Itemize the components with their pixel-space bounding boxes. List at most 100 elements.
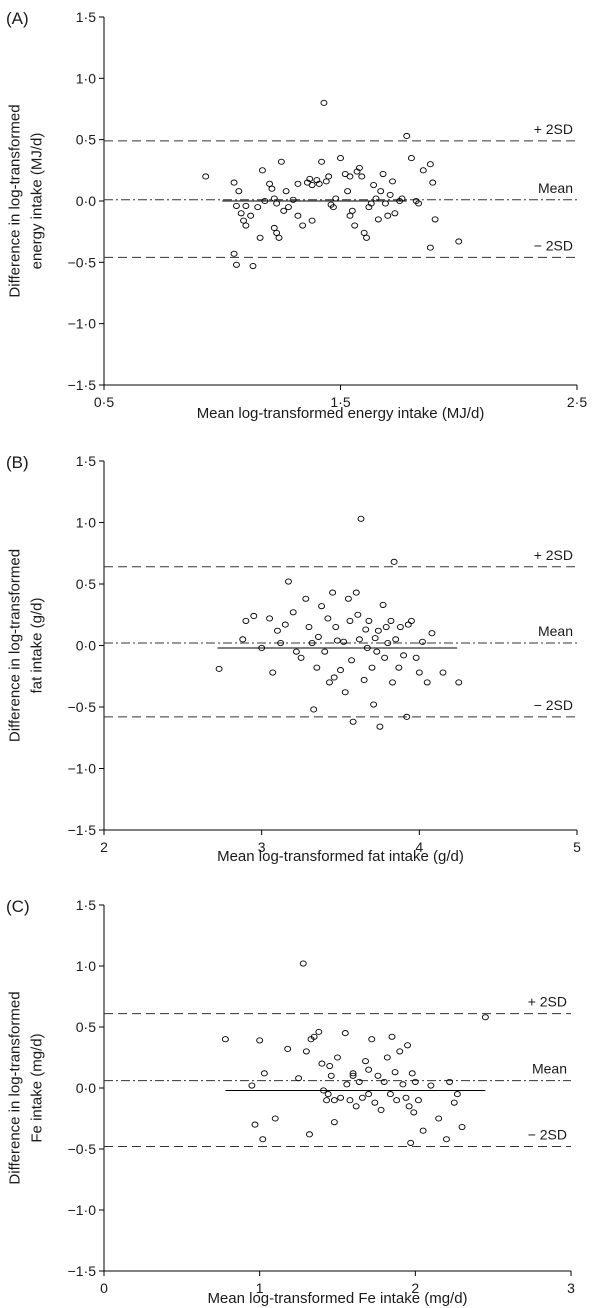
reference-line-label: Mean	[538, 623, 573, 639]
data-point	[415, 669, 423, 676]
data-point	[261, 197, 269, 205]
data-point	[415, 200, 422, 207]
data-point	[346, 173, 354, 180]
data-point	[344, 188, 352, 195]
data-point	[294, 180, 302, 187]
data-point	[408, 155, 415, 162]
data-point	[400, 652, 408, 659]
data-point	[435, 1115, 443, 1122]
data-point	[337, 1094, 345, 1101]
data-point	[258, 644, 266, 652]
data-point	[202, 173, 210, 180]
data-point	[386, 1091, 394, 1098]
data-point	[380, 1078, 388, 1085]
x-tick-label: 3	[567, 1280, 575, 1296]
data-point	[277, 639, 285, 647]
data-point	[284, 1045, 292, 1053]
data-point	[313, 664, 321, 671]
data-point	[340, 638, 348, 645]
data-point	[481, 1014, 489, 1021]
data-point	[362, 626, 370, 633]
data-point	[277, 158, 285, 165]
data-point	[387, 617, 395, 624]
data-point	[395, 664, 403, 671]
data-point	[285, 578, 292, 585]
data-point	[337, 155, 344, 162]
data-point	[343, 1081, 351, 1088]
data-point	[326, 679, 333, 686]
data-point	[355, 636, 363, 643]
data-point	[310, 706, 318, 713]
data-point	[411, 1078, 419, 1085]
y-tick-label: −1·0	[68, 761, 97, 777]
data-point	[381, 654, 389, 661]
data-point	[308, 639, 316, 647]
chart-panel-3: 1·5 1·0 0·5 0·0 −0·5 −1·0 −1·50 1 2 3 (C) Mean log-…	[6, 897, 575, 1307]
data-point	[323, 1097, 331, 1104]
data-point	[318, 158, 326, 165]
data-point	[348, 207, 356, 214]
x-axis-title: Mean log-transformed Fe intake (mg/d)	[207, 1290, 467, 1307]
panel-label: (C)	[6, 897, 30, 916]
data-point	[365, 1091, 373, 1098]
data-point	[374, 1072, 382, 1079]
data-point	[349, 718, 357, 725]
data-point	[372, 195, 380, 202]
reference-line-label: + 2SD	[534, 121, 573, 137]
data-point	[386, 191, 394, 198]
data-point	[292, 648, 300, 655]
panel-label: (A)	[6, 9, 29, 28]
data-point	[275, 234, 283, 241]
data-point	[354, 611, 362, 618]
y-tick-label: 0·0	[76, 193, 96, 209]
x-tick-label: 2·5	[567, 394, 587, 410]
data-point	[429, 179, 437, 186]
data-point	[230, 250, 238, 257]
data-point	[250, 612, 258, 620]
y-tick-label: 1·0	[76, 515, 96, 531]
data-point	[348, 657, 355, 664]
data-point	[330, 674, 338, 681]
data-point	[221, 1036, 229, 1043]
data-point	[306, 175, 314, 182]
data-point	[259, 167, 266, 174]
x-tick-label: 4	[415, 839, 423, 855]
data-point	[254, 204, 262, 211]
data-point	[349, 1070, 357, 1077]
y-tick-label: −1·0	[68, 316, 97, 332]
data-point	[280, 207, 288, 214]
data-point	[396, 1048, 404, 1055]
data-point	[396, 624, 404, 631]
data-point	[330, 1097, 338, 1104]
data-point	[247, 212, 255, 219]
data-point	[383, 1054, 391, 1061]
data-point	[458, 1123, 466, 1131]
x-tick-label: 1·5	[330, 394, 350, 410]
data-point	[320, 1087, 327, 1094]
x-axis-title: Mean log-transformed energy intake (MJ/d…	[197, 405, 485, 422]
data-point	[360, 229, 368, 236]
data-point	[391, 210, 399, 217]
y-axis-title: Difference in log-transformed	[6, 991, 23, 1184]
x-tick-label: 5	[573, 839, 581, 855]
data-point	[427, 1082, 435, 1089]
y-tick-label: 0·5	[76, 132, 96, 148]
y-tick-label: 0·5	[76, 1019, 96, 1035]
data-point	[370, 701, 378, 708]
data-point	[270, 224, 278, 232]
data-point	[327, 1072, 335, 1079]
data-point	[242, 617, 250, 624]
y-tick-label: 1·0	[76, 958, 96, 974]
data-point	[439, 669, 447, 676]
data-point	[384, 212, 392, 219]
y-tick-label: 1·5	[76, 453, 96, 469]
data-point	[392, 636, 400, 643]
data-point	[358, 173, 366, 180]
data-point	[256, 1037, 264, 1044]
data-point	[388, 1033, 396, 1040]
data-point	[215, 665, 223, 672]
data-point	[398, 195, 406, 202]
y-axis-title: Difference in log-transformed	[6, 104, 23, 297]
data-point	[419, 638, 426, 645]
data-point	[402, 1094, 410, 1101]
